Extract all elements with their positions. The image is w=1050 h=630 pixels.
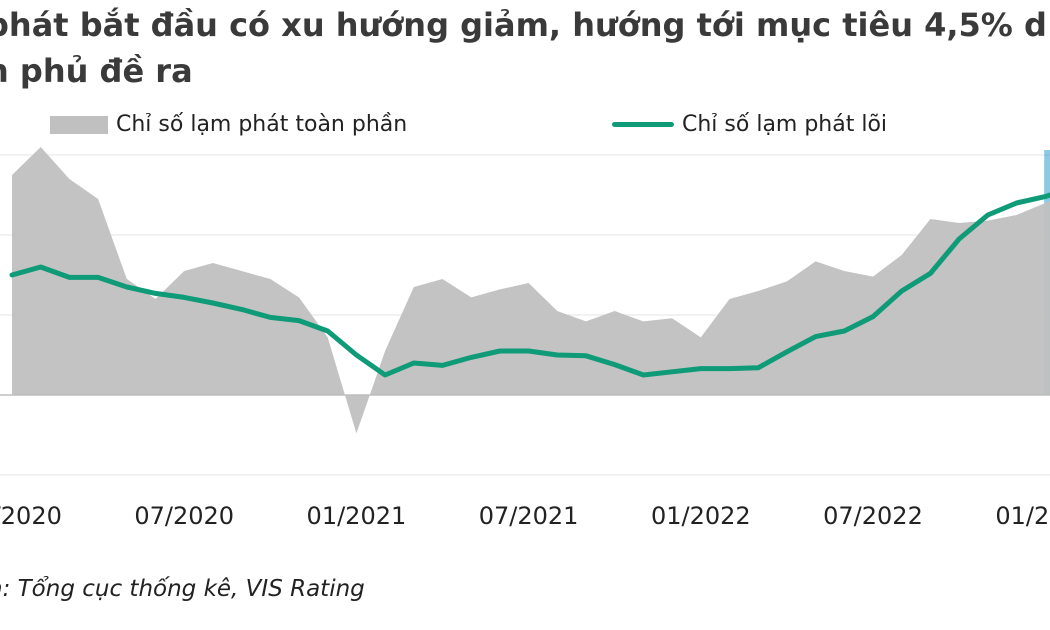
x-tick-label: 01/2021 bbox=[307, 502, 407, 530]
x-tick-label: 01/2022 bbox=[651, 502, 751, 530]
legend-label-core: Chỉ số lạm phát lõi bbox=[682, 112, 888, 137]
inflation-chart: 01/2020 07/2020 01/2021 07/2021 01/2022 07/20… bbox=[0, 147, 1050, 530]
x-tick-label: 07/2022 bbox=[823, 502, 923, 530]
x-tick-label: 07/2021 bbox=[479, 502, 579, 530]
series-area-headline bbox=[12, 147, 1050, 434]
chart-title-line-2: h phủ đề ra bbox=[0, 52, 193, 90]
series-line-core bbox=[9, 192, 1050, 378]
legend-item-headline: Chỉ số lạm phát toàn phần bbox=[50, 112, 407, 137]
x-tick-label: 01/2023 bbox=[995, 502, 1050, 530]
legend-swatch-headline bbox=[50, 115, 108, 134]
x-tick-label: 01/2020 bbox=[0, 502, 62, 530]
x-tick-label: 07/2020 bbox=[134, 502, 234, 530]
legend-label-headline: Chỉ số lạm phát toàn phần bbox=[116, 112, 408, 137]
legend-item-core: Chỉ số lạm phát lõi bbox=[612, 112, 887, 137]
source-note: n: Tổng cục thống kê, VIS Rating bbox=[0, 576, 365, 602]
chart-title-line-1: phát bắt đầu có xu hướng giảm, hướng tới… bbox=[0, 6, 1047, 44]
legend-swatch-core bbox=[612, 122, 674, 127]
